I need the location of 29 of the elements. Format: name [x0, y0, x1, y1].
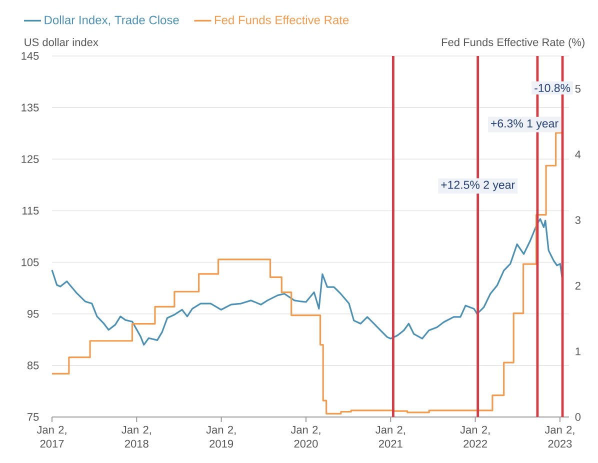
x-tick-label: Jan 2, 2020	[290, 426, 320, 448]
y2-tick-label: 1	[576, 348, 580, 356]
x-tick-label: Jan 2, 2021	[376, 426, 405, 448]
annotation: -10.8%	[534, 84, 570, 92]
x-tick-label: Jan 2, 2018	[122, 426, 151, 448]
x-tick-label: Jan 2, 2017	[36, 426, 66, 448]
y2-tick-label: 3	[575, 216, 581, 224]
y-tick-label: 125	[22, 155, 39, 164]
y2-tick-label: 2	[575, 282, 580, 290]
x-tick-label: Jan 2, 2019	[206, 426, 236, 448]
y2-tick-label: 0	[575, 413, 581, 421]
x-tick-label: Jan 2, 2023	[544, 426, 574, 448]
annotation: +6.3% 1 year	[491, 119, 558, 130]
y-tick-label: 95	[27, 310, 39, 318]
y2-axis-title: Fed Funds Effective Rate (%)	[442, 38, 584, 48]
y2-tick-label: 5	[575, 84, 581, 93]
y-axis-title: US dollar index	[24, 38, 98, 46]
y-tick-label: 135	[22, 104, 39, 112]
y-tick-label: 105	[22, 258, 39, 266]
legend-label: Fed Funds Effective Rate	[214, 15, 349, 24]
y-tick-label: 85	[27, 362, 39, 370]
legend-label: Dollar Index, Trade Close	[44, 15, 179, 26]
annotation: +12.5% 2 year	[441, 180, 515, 192]
line-series	[51, 218, 563, 346]
y-tick-label: 115	[22, 206, 39, 215]
y-tick-label: 145	[22, 52, 39, 60]
y-tick-label: 75	[27, 413, 39, 421]
x-tick-label: Jan 2, 2022	[460, 426, 490, 448]
y2-tick-label: 4	[575, 150, 581, 158]
